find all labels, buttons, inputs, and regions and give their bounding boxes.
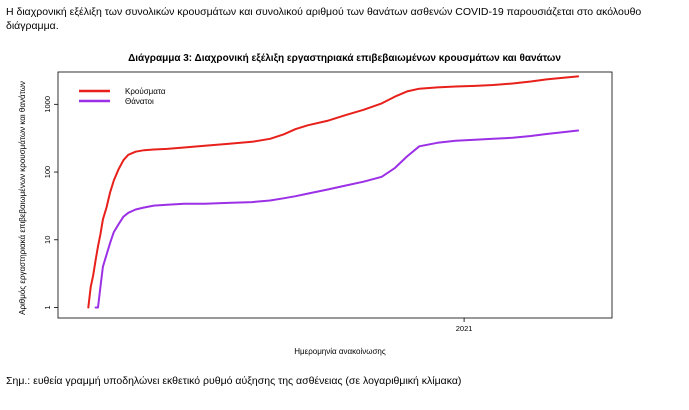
y-tick-label: 100 bbox=[43, 166, 52, 179]
intro-paragraph: Η διαχρονική εξέλιξη των συνολικών κρουσ… bbox=[6, 6, 642, 32]
series-line-1 bbox=[87, 75, 580, 309]
x-tick-label: 2021 bbox=[456, 324, 473, 333]
chart-series bbox=[87, 75, 580, 309]
x-axis-label: Ημερομηνία ανακοίνωσης bbox=[294, 347, 386, 356]
footnote: Σημ.: ευθεία γραμμή υποδηλώνει εκθετικό … bbox=[6, 375, 462, 387]
series-line-2 bbox=[94, 129, 580, 309]
plot-frame bbox=[57, 71, 613, 319]
y-tick-label: 1000 bbox=[43, 96, 52, 113]
chart-axes: 1 10 100 1000 2021 Ημερομηνία ανακοίνωσης Αριθ… bbox=[18, 71, 613, 356]
y-tick-label: 10 bbox=[43, 236, 52, 244]
legend-label-2: Θάνατοι bbox=[125, 97, 154, 106]
y-tick-label: 1 bbox=[43, 305, 52, 309]
chart-title: Διάγραμμα 3: Διαχρονική εξέλιξη εργαστηρ… bbox=[128, 53, 561, 64]
y-axis-label: Αριθμός εργαστηριακά επιβεβαιωμένων κρου… bbox=[18, 81, 27, 315]
legend-label-1: Κρούσματα bbox=[125, 87, 166, 96]
